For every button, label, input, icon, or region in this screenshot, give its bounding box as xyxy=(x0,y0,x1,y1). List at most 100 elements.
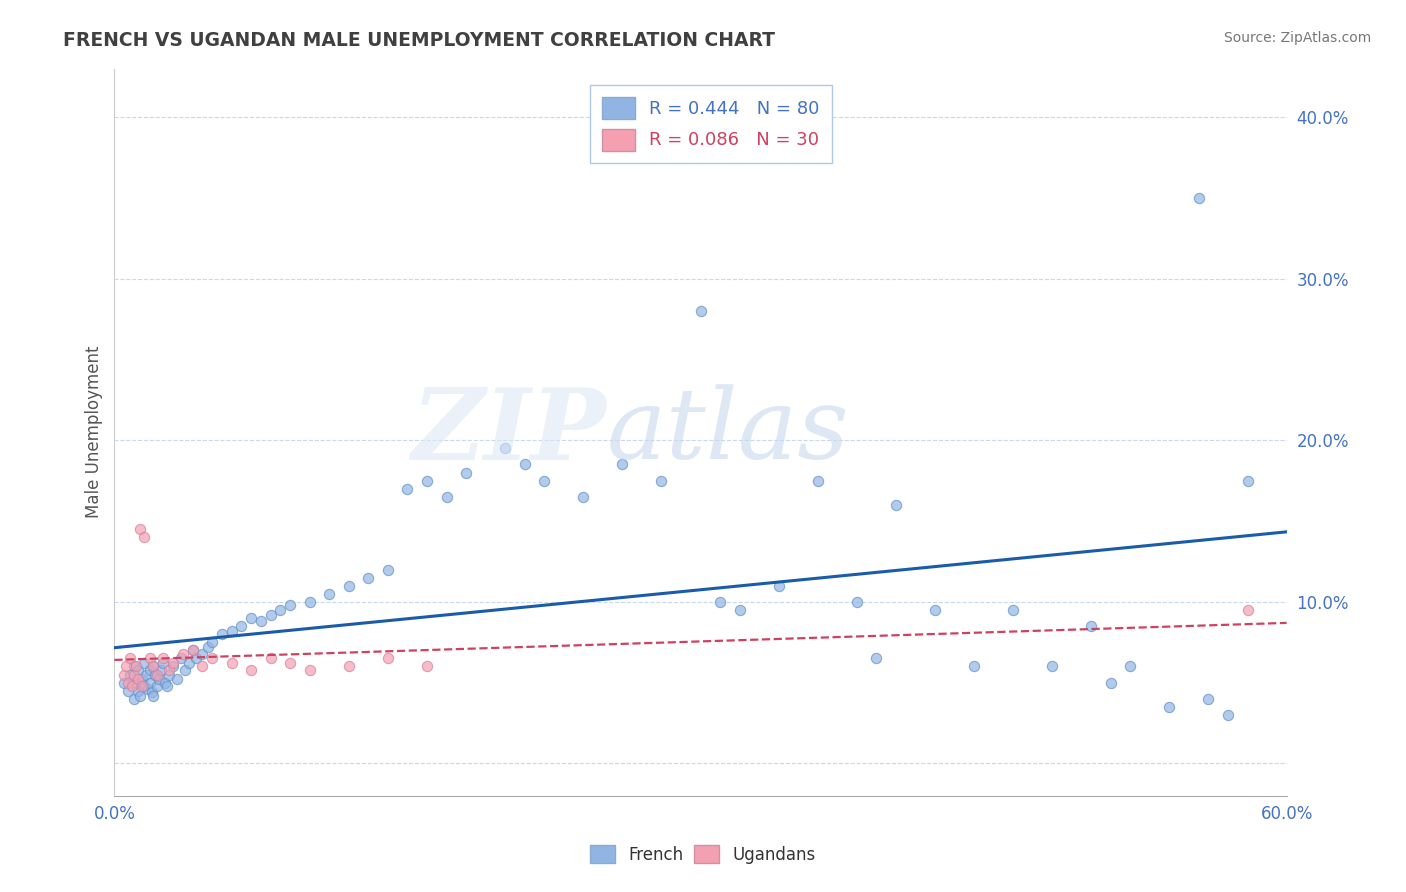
Point xyxy=(155,675,177,690)
Point xyxy=(138,663,160,677)
Point xyxy=(1216,708,1239,723)
Point xyxy=(112,667,135,681)
Point xyxy=(170,651,193,665)
Point xyxy=(572,490,595,504)
Point xyxy=(1119,659,1142,673)
Point xyxy=(298,663,321,677)
Point xyxy=(122,667,145,681)
Point xyxy=(436,490,458,504)
Point xyxy=(201,635,224,649)
Point xyxy=(1236,603,1258,617)
Point xyxy=(260,607,283,622)
Point xyxy=(201,651,224,665)
Point xyxy=(221,657,243,671)
Point xyxy=(156,679,179,693)
Point xyxy=(396,482,419,496)
Point xyxy=(1099,675,1122,690)
Text: Source: ZipAtlas.com: Source: ZipAtlas.com xyxy=(1223,31,1371,45)
Point xyxy=(1159,699,1181,714)
Point xyxy=(150,663,173,677)
Point xyxy=(884,498,907,512)
Point xyxy=(142,659,165,673)
Point xyxy=(157,667,180,681)
Point xyxy=(162,657,184,671)
Point xyxy=(533,474,555,488)
Point xyxy=(709,595,731,609)
Point xyxy=(157,663,180,677)
Point xyxy=(337,659,360,673)
Point xyxy=(197,640,219,654)
Point xyxy=(128,522,150,536)
Point xyxy=(963,659,986,673)
Point xyxy=(240,663,263,677)
Legend: French, Ugandans: French, Ugandans xyxy=(583,838,823,871)
Point xyxy=(125,675,148,690)
Point xyxy=(318,587,340,601)
Point xyxy=(416,659,439,673)
Point xyxy=(612,458,634,472)
Text: ZIP: ZIP xyxy=(412,384,607,481)
Point xyxy=(924,603,946,617)
Point xyxy=(191,647,214,661)
Point xyxy=(122,659,145,673)
Point xyxy=(357,571,380,585)
Point xyxy=(112,675,135,690)
Point xyxy=(269,603,291,617)
Text: atlas: atlas xyxy=(607,384,849,480)
Point xyxy=(128,689,150,703)
Point xyxy=(211,627,233,641)
Point xyxy=(142,659,165,673)
Point xyxy=(1188,191,1211,205)
Point xyxy=(1040,659,1063,673)
Point xyxy=(132,530,155,544)
Point xyxy=(122,691,145,706)
Point xyxy=(125,659,148,673)
Point xyxy=(127,663,149,677)
Point xyxy=(494,442,516,456)
Point xyxy=(278,657,301,671)
Point xyxy=(513,458,536,472)
Point xyxy=(148,673,170,687)
Point xyxy=(240,611,263,625)
Point xyxy=(172,647,194,661)
Text: FRENCH VS UGANDAN MALE UNEMPLOYMENT CORRELATION CHART: FRENCH VS UGANDAN MALE UNEMPLOYMENT CORR… xyxy=(63,31,775,50)
Point xyxy=(115,659,138,673)
Point xyxy=(173,663,195,677)
Point xyxy=(181,643,204,657)
Point xyxy=(141,685,163,699)
Point xyxy=(845,595,868,609)
Point xyxy=(1236,474,1258,488)
Point xyxy=(250,614,273,628)
Point xyxy=(118,667,141,681)
Point xyxy=(118,651,141,665)
Point xyxy=(221,624,243,638)
Point xyxy=(121,679,143,693)
Point xyxy=(377,562,399,576)
Point xyxy=(728,603,751,617)
Point xyxy=(689,304,711,318)
Point xyxy=(146,667,169,681)
Point xyxy=(650,474,672,488)
Point xyxy=(231,619,253,633)
Point xyxy=(278,598,301,612)
Point xyxy=(377,651,399,665)
Point xyxy=(127,673,149,687)
Point xyxy=(132,657,155,671)
Point xyxy=(132,679,155,693)
Point xyxy=(865,651,887,665)
Point xyxy=(136,682,159,697)
Point xyxy=(146,679,169,693)
Point xyxy=(454,466,477,480)
Point xyxy=(142,689,165,703)
Point xyxy=(1197,691,1219,706)
Y-axis label: Male Unemployment: Male Unemployment xyxy=(86,346,103,518)
Point xyxy=(138,651,160,665)
Point xyxy=(135,667,157,681)
Point xyxy=(1002,603,1025,617)
Point xyxy=(807,474,830,488)
Point xyxy=(138,675,160,690)
Point xyxy=(117,675,139,690)
Point xyxy=(416,474,439,488)
Point xyxy=(145,667,167,681)
Point xyxy=(162,659,184,673)
